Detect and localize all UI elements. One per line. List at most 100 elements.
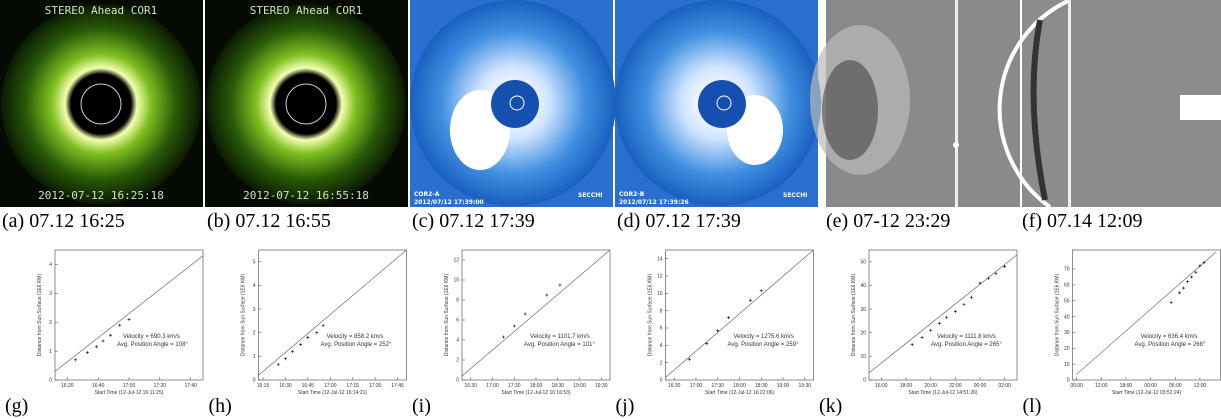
x-tick-label: 16:30: [464, 383, 477, 389]
position-angle: Avg. Position Angle = 259°: [728, 342, 799, 348]
y-tick-label: 40: [860, 283, 866, 289]
x-tick-label: 16:00: [875, 383, 888, 389]
y-tick-label: 50: [860, 260, 866, 266]
x-tick-label: 18:30: [552, 383, 565, 389]
x-axis-label: Start Time (12-Jul-12 16:22:06): [705, 390, 775, 396]
y-tick-label: 2: [49, 320, 52, 326]
image-title: STEREO Ahead COR1: [45, 4, 158, 17]
plot-frame: [258, 249, 407, 381]
point: [962, 302, 966, 306]
image-f: [997, 0, 1221, 209]
x-tick-label: 00:00: [1144, 383, 1157, 389]
x-tick-label: 18:00: [1120, 383, 1133, 389]
chart: 0 10 20 30 40 50 16:00 18:00 20:00 22:00 00:00 02:0…: [819, 249, 1018, 417]
fit-line: [258, 249, 407, 376]
image-title: STEREO Ahead COR1: [250, 4, 363, 17]
x-tick-label: 18:00: [530, 383, 543, 389]
x-axis-label: Start Time (12-Jul-12 16:11:25): [95, 390, 164, 396]
fit-line: [461, 249, 611, 377]
y-tick-label: 0: [456, 378, 459, 384]
velocity: Velocity = 690.3 km/s: [123, 334, 180, 340]
y-axis-label: Distance from Sun Surface (1E6 KM): [444, 274, 450, 357]
logo: SECCHI: [578, 192, 602, 199]
point: [1198, 264, 1202, 268]
x-tick-label: 22:00: [949, 383, 962, 389]
y-tick-label: 30: [860, 307, 866, 313]
chart: 0 10 20 30 40 50 60 70 06:00 12:00 18:00 00:00 06:00…: [1023, 249, 1221, 417]
x-tick-label: 19:30: [799, 383, 812, 389]
y-tick-label: 3: [253, 307, 256, 313]
image-c: COR2-A 2012/07/12 17:39:00 SECCHI: [410, 0, 616, 207]
fit-line: [54, 255, 204, 372]
y-axis-label: Distance from Sun Surface (1E6 KM): [1055, 274, 1061, 357]
point: [945, 315, 949, 319]
y-tick-label: 50: [1064, 298, 1070, 304]
x-tick-label: 17:20: [154, 383, 167, 389]
point: [748, 298, 752, 302]
point: [127, 317, 131, 321]
point: [978, 281, 982, 285]
x-tick-label: 19:00: [573, 383, 586, 389]
y-axis-label: Distance from Sun Surface (1E6 KM): [241, 274, 247, 357]
y-tick-label: 0: [1067, 378, 1070, 384]
y-tick-label: 70: [1064, 267, 1070, 273]
caption: (a) 07.12 16:25: [2, 210, 125, 232]
point: [1186, 280, 1190, 284]
point: [969, 295, 973, 299]
x-tick-label: 17:30: [369, 383, 382, 389]
point: [523, 312, 527, 316]
y-tick-label: 10: [453, 278, 459, 284]
point: [545, 293, 549, 297]
velocity: Velocity = 1111.8 km/s: [937, 334, 996, 340]
velocity: Velocity = 1275.6 km/s: [734, 334, 794, 340]
point: [283, 357, 287, 361]
x-tick-label: 17:00: [324, 383, 337, 389]
x-tick-label: 16:40: [92, 383, 105, 389]
image-stamp: 2012/07/12 17:39:26: [619, 199, 689, 206]
logo: SECCHI: [783, 192, 807, 199]
point: [687, 357, 691, 361]
fit-line: [1076, 251, 1217, 375]
point: [920, 335, 924, 339]
y-tick-label: 4: [660, 343, 663, 349]
point: [299, 343, 303, 347]
x-tick-label: 17:00: [690, 383, 703, 389]
point: [759, 289, 763, 293]
point: [994, 272, 998, 276]
plot-frame: [1072, 249, 1221, 381]
chart: 0 1 2 3 4 5 16:15 16:30 16:45 17:00 17:15 17:30 17:4…: [209, 249, 407, 417]
y-tick-label: 60: [1064, 283, 1070, 289]
y-tick-label: 4: [456, 338, 459, 344]
x-tick-label: 17:15: [346, 383, 359, 389]
velocity: Velocity = 858.2 km/s: [327, 334, 384, 340]
point: [727, 316, 731, 320]
point: [1202, 261, 1206, 265]
point: [1182, 286, 1185, 290]
point: [109, 333, 112, 337]
y-tick-label: 10: [657, 291, 663, 297]
point: [1169, 300, 1173, 304]
point: [291, 350, 295, 354]
plot-frame: [868, 249, 1018, 381]
caption: (c) 07.12 17:39: [412, 210, 535, 232]
y-tick-label: 20: [1064, 346, 1070, 352]
y-tick-label: 2: [253, 330, 256, 336]
x-tick-label: 16:30: [279, 383, 292, 389]
position-angle: Avg. Position Angle = 101°: [524, 342, 595, 348]
y-tick-label: 6: [660, 326, 663, 332]
y-tick-label: 12: [453, 258, 459, 264]
point: [1194, 270, 1198, 274]
point: [101, 339, 105, 343]
x-tick-label: 16:30: [668, 383, 681, 389]
point: [512, 324, 516, 328]
point: [321, 324, 325, 328]
velocity: Velocity = 636.4 km/s: [1141, 334, 1198, 340]
point: [73, 358, 77, 362]
position-angle: Avg. Position Angle = 252°: [321, 342, 392, 348]
y-tick-label: 2: [456, 358, 459, 364]
y-tick-label: 14: [657, 256, 663, 262]
x-axis-label: Start Time (12-Jul-12 14:51:26): [908, 390, 978, 396]
point: [705, 342, 709, 346]
position-angle: Avg. Position Angle = 108°: [117, 342, 188, 348]
point: [276, 363, 280, 367]
